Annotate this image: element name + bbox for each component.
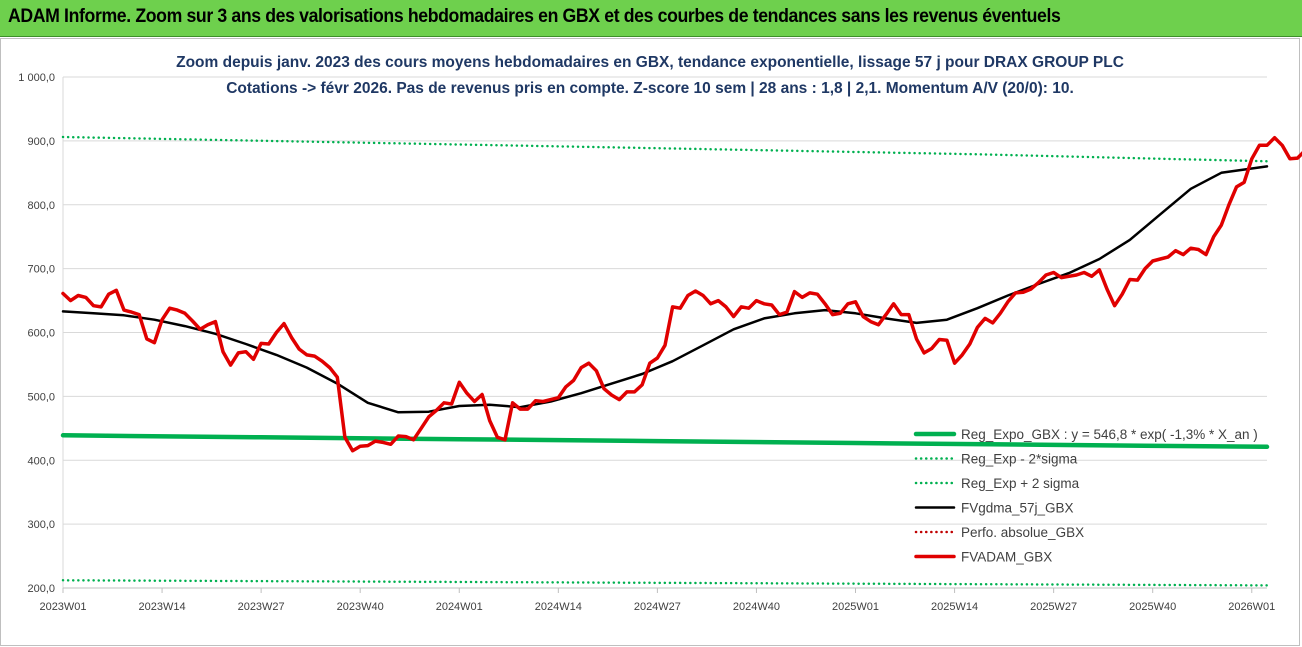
x-tick-label: 2024W14 (535, 601, 582, 613)
chart-frame (0, 38, 1300, 646)
x-tick-label: 2024W40 (733, 601, 780, 613)
x-tick-label: 2023W14 (139, 601, 186, 613)
y-tick-label: 900,0 (27, 136, 55, 148)
legend-label: FVADAM_GBX (961, 550, 1052, 565)
y-tick-label: 400,0 (27, 455, 55, 467)
series-line-fvgdma-57j-gbx (61, 165, 1269, 414)
legend: Reg_Expo_GBX : y = 546,8 * exp( -1,3% * … (913, 427, 1258, 565)
y-tick-label: 800,0 (27, 200, 55, 212)
x-tick-label: 2024W01 (436, 601, 483, 613)
legend-label: FVgdma_57j_GBX (961, 501, 1074, 516)
x-tick-label: 2024W27 (634, 601, 681, 613)
y-tick-label: 700,0 (27, 264, 55, 276)
chart-subtitle: Cotations -> févr 2026. Pas de revenus p… (226, 80, 1074, 97)
series-line-reg-exp-2-sigma (61, 579, 1269, 587)
legend-label: Reg_Exp - 2*sigma (961, 452, 1078, 467)
legend-label: Reg_Exp + 2 sigma (961, 476, 1080, 491)
plot-area (60, 135, 1302, 587)
x-tick-label: 2025W14 (931, 601, 978, 613)
y-tick-label: 200,0 (27, 583, 55, 595)
chart-title: Zoom depuis janv. 2023 des cours moyens … (176, 54, 1124, 71)
report-title: ADAM Informe. Zoom sur 3 ans des valoris… (8, 6, 1061, 27)
y-tick-label: 1 000,0 (18, 72, 55, 84)
x-tick-label: 2025W01 (832, 601, 879, 613)
x-axis: 2023W01 2023W14 2023W27 2023W40 2024W01 2024W… (39, 587, 1275, 613)
y-tick-label: 600,0 (27, 328, 55, 340)
grid-lines (63, 76, 1267, 589)
y-tick-label: 500,0 (27, 391, 55, 403)
x-tick-label: 2025W27 (1030, 601, 1077, 613)
y-axis: 200,0 300,0 400,0 500,0 600,0 700,0 800,0 900,0… (18, 72, 64, 595)
legend-label: Perfo. absolue_GBX (961, 525, 1084, 540)
x-tick-label: 2023W40 (337, 601, 384, 613)
y-tick-label: 300,0 (27, 519, 55, 531)
series-line-reg-expo-gbx-y-546-8-exp-1-3-x-an (60, 433, 1270, 450)
x-tick-label: 2023W01 (39, 601, 86, 613)
x-tick-label: 2026W01 (1228, 601, 1275, 613)
x-tick-label: 2025W40 (1129, 601, 1176, 613)
legend-label: Reg_Expo_GBX : y = 546,8 * exp( -1,3% * … (961, 427, 1258, 442)
report-header: ADAM Informe. Zoom sur 3 ans des valoris… (0, 0, 1302, 37)
series-line-reg-exp-2-sigma (61, 135, 1269, 163)
x-tick-label: 2023W27 (238, 601, 285, 613)
series-line-fvadam-gbx (61, 135, 1302, 453)
